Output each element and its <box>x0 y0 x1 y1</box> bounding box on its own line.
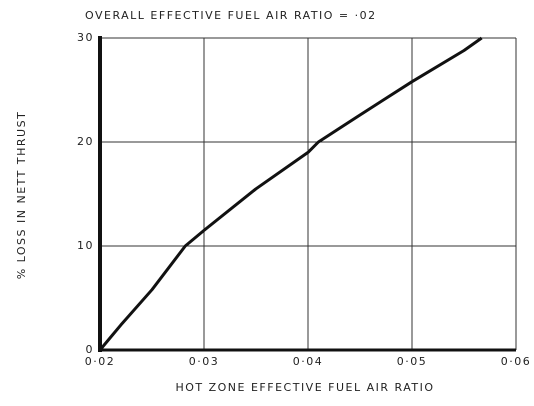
x-axis-label: HOT ZONE EFFECTIVE FUEL AIR RATIO <box>175 381 434 394</box>
y-tick-label: 20 <box>77 135 94 148</box>
x-tick-label: 0·06 <box>501 355 532 368</box>
y-axis-label: % LOSS IN NETT THRUST <box>15 111 28 280</box>
chart-title: OVERALL EFFECTIVE FUEL AIR RATIO = ·02 <box>85 9 377 22</box>
y-tick-label: 0 <box>86 343 95 356</box>
x-tick-label: 0·04 <box>293 355 324 368</box>
x-tick-label: 0·05 <box>397 355 428 368</box>
x-tick-label: 0·03 <box>189 355 220 368</box>
line-series <box>98 36 483 351</box>
y-tick-label: 30 <box>77 31 94 44</box>
x-tick-label: 0·02 <box>85 355 116 368</box>
y-tick-label: 10 <box>77 239 94 252</box>
